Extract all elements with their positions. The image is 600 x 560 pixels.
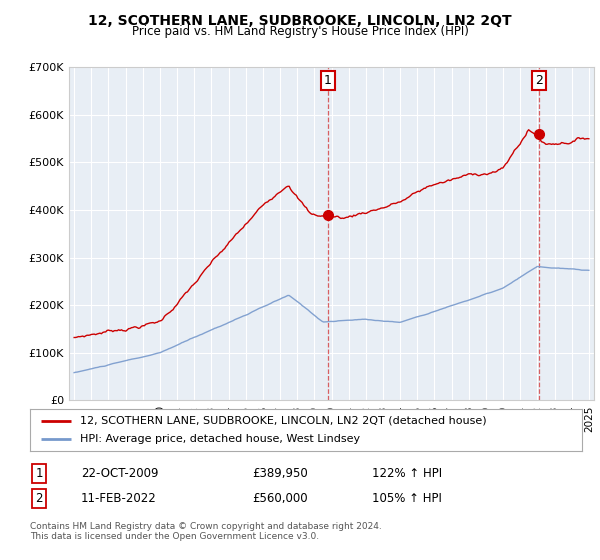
Text: Price paid vs. HM Land Registry's House Price Index (HPI): Price paid vs. HM Land Registry's House … <box>131 25 469 38</box>
Text: HPI: Average price, detached house, West Lindsey: HPI: Average price, detached house, West… <box>80 435 360 445</box>
Text: Contains HM Land Registry data © Crown copyright and database right 2024.
This d: Contains HM Land Registry data © Crown c… <box>30 522 382 542</box>
Text: 2: 2 <box>35 492 43 505</box>
Text: 22-OCT-2009: 22-OCT-2009 <box>81 466 158 480</box>
Text: 11-FEB-2022: 11-FEB-2022 <box>81 492 157 505</box>
Text: 1: 1 <box>35 466 43 480</box>
Text: 1: 1 <box>324 74 332 87</box>
Text: 2: 2 <box>535 74 543 87</box>
Text: £389,950: £389,950 <box>252 466 308 480</box>
Text: 122% ↑ HPI: 122% ↑ HPI <box>372 466 442 480</box>
Text: 12, SCOTHERN LANE, SUDBROOKE, LINCOLN, LN2 2QT (detached house): 12, SCOTHERN LANE, SUDBROOKE, LINCOLN, L… <box>80 416 487 426</box>
Text: 12, SCOTHERN LANE, SUDBROOKE, LINCOLN, LN2 2QT: 12, SCOTHERN LANE, SUDBROOKE, LINCOLN, L… <box>88 14 512 28</box>
Text: £560,000: £560,000 <box>252 492 308 505</box>
Text: 105% ↑ HPI: 105% ↑ HPI <box>372 492 442 505</box>
